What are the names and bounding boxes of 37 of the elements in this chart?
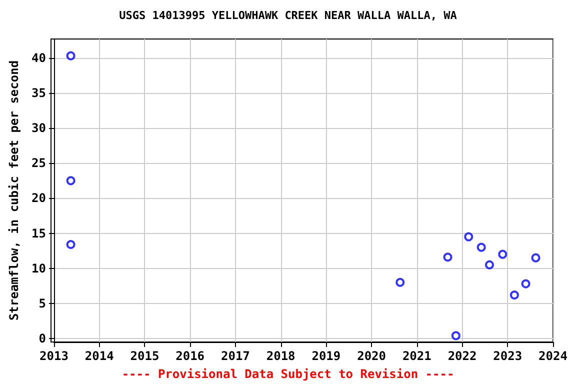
- text: ---- Provisional Data Subject to Revision ----: [122, 367, 454, 381]
- y-tick-label: 5: [38, 296, 46, 310]
- y-tick-label: 30: [32, 121, 46, 136]
- chart-title: USGS 14013995 YELLOWHAWK CREEK NEAR WALLA WALLA, WA: [119, 9, 458, 22]
- x-tick-label: 2024: [538, 349, 568, 363]
- y-tick-label: 25: [32, 156, 46, 170]
- x-tick-label: 2017: [221, 349, 250, 363]
- point: [66, 176, 76, 186]
- point: [464, 232, 474, 242]
- point: [531, 253, 540, 262]
- y-tick-label: 35: [32, 86, 46, 100]
- x-tick-label: 2013: [40, 349, 68, 363]
- x-tick-label: 2018: [266, 349, 296, 363]
- x-tick-label: 2016: [176, 349, 205, 363]
- x-tick-label: 2014: [84, 349, 114, 363]
- point: [396, 278, 405, 287]
- y-tick-label: 0: [38, 331, 46, 346]
- x-tick-label: 2022: [448, 349, 477, 363]
- point: [66, 51, 76, 60]
- point: [66, 240, 76, 250]
- x-tick-label: 2015: [130, 349, 160, 363]
- point: [443, 252, 452, 262]
- point: [451, 331, 460, 340]
- point: [498, 250, 508, 259]
- x-tick-label: 2019: [312, 349, 341, 363]
- point: [510, 290, 519, 300]
- y-axis-title: Streamflow, in cubic feet per second: [7, 60, 21, 321]
- point: [476, 242, 486, 252]
- x-tick-label: 2021: [402, 349, 432, 363]
- x-tick-label: 2023: [493, 349, 522, 363]
- x-tick-label: 2020: [357, 349, 386, 363]
- y-tick-label: 40: [32, 50, 46, 65]
- point: [485, 260, 494, 270]
- point: [521, 279, 530, 288]
- y-tick-label: 15: [32, 226, 46, 240]
- y-tick-label: 10: [32, 261, 46, 276]
- y-tick-label: 20: [32, 191, 46, 206]
